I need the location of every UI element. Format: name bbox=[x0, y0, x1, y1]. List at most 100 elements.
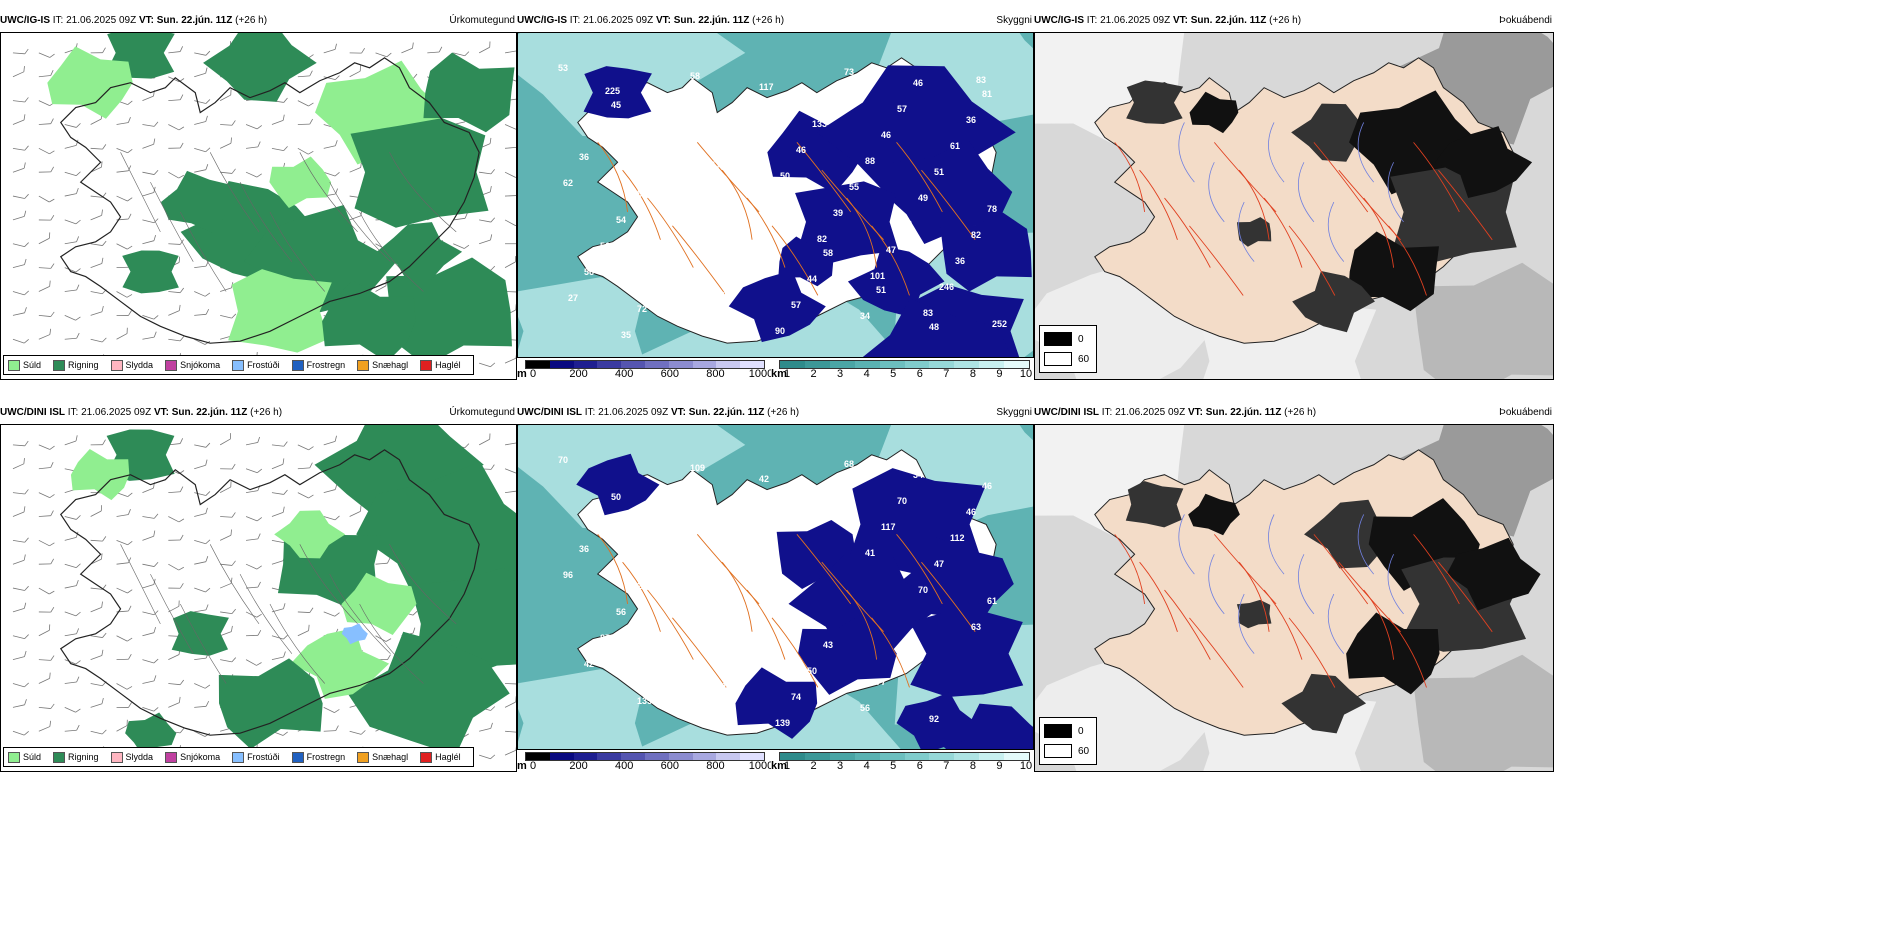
field-area bbox=[218, 658, 323, 750]
wind-barb bbox=[142, 530, 156, 541]
visibility-map[interactable]: 70 50 43 32 44 43 77 92 46 44 54 46 33 50 56 34 46 36 52 13… bbox=[517, 424, 1034, 750]
legend-item: Rigning bbox=[53, 359, 99, 371]
init-time: IT: 21.06.2025 09Z bbox=[1086, 15, 1171, 26]
legend-label: Frostúði bbox=[247, 360, 280, 370]
wind-barb bbox=[478, 41, 491, 54]
visibility-value-label: 45 bbox=[611, 100, 622, 110]
wind-barb bbox=[64, 531, 79, 541]
fog-legend: 0 60 bbox=[1039, 717, 1097, 765]
legend-label: 60 bbox=[1078, 353, 1090, 365]
visibility-value-label: 32 bbox=[717, 566, 728, 576]
legend-item: Frostregn bbox=[291, 359, 345, 371]
wind-barb bbox=[38, 328, 52, 340]
field-area bbox=[228, 269, 332, 353]
wind-barb bbox=[194, 99, 211, 104]
road-line bbox=[921, 169, 976, 240]
visibility-value-label: 45 bbox=[828, 485, 839, 495]
wind-barb bbox=[12, 162, 26, 173]
precip-map[interactable]: Súld Rigning Slydda Snjókoma Frostúði Frostre… bbox=[0, 32, 517, 380]
fog-index-map[interactable]: 0 60 bbox=[1034, 424, 1554, 772]
field-area bbox=[1281, 673, 1367, 734]
wind-barb bbox=[297, 444, 314, 451]
road-line bbox=[239, 574, 293, 654]
visibility-value-label: 42 bbox=[759, 474, 770, 484]
wind-barb bbox=[323, 707, 340, 713]
wind-barb bbox=[12, 458, 25, 470]
field-area bbox=[423, 52, 515, 133]
wind-barb bbox=[38, 444, 55, 450]
wind-barb bbox=[168, 336, 185, 342]
panel-title: Skyggni bbox=[996, 15, 1032, 26]
panel-title: Úrkomutegund bbox=[449, 407, 515, 418]
field-area bbox=[350, 118, 489, 228]
wind-barb bbox=[504, 50, 516, 54]
wind-barb bbox=[12, 338, 29, 344]
legend-label: Snjókoma bbox=[180, 752, 221, 762]
valid-time-label: VT: bbox=[670, 407, 686, 418]
visibility-value-label: 52 bbox=[632, 581, 643, 591]
colorbar-tick: 6 bbox=[916, 368, 923, 380]
wind-barb bbox=[323, 435, 337, 446]
legend-swatch bbox=[420, 359, 433, 371]
precip-map[interactable]: Súld Rigning Slydda Snjókoma Frostúði Frostre… bbox=[0, 424, 517, 772]
wind-barb bbox=[168, 142, 184, 149]
field-area bbox=[1412, 262, 1553, 379]
wind-barb bbox=[219, 433, 231, 446]
legend-swatch bbox=[1044, 332, 1072, 346]
visibility-value-label: 54 bbox=[812, 511, 823, 521]
road-line bbox=[647, 197, 694, 268]
wind-barb bbox=[220, 463, 236, 470]
wind-barb bbox=[323, 725, 339, 732]
valid-time-label: VT: bbox=[138, 15, 154, 26]
visibility-value-label: 77 bbox=[876, 677, 887, 687]
road-line bbox=[647, 589, 694, 660]
panel-title: Þokuábendi bbox=[1499, 15, 1552, 26]
visibility-value-label: 225 bbox=[605, 86, 621, 96]
init-time: IT: 21.06.2025 09Z bbox=[569, 15, 654, 26]
road-line bbox=[622, 561, 661, 632]
road-line bbox=[871, 225, 910, 296]
wind-barb bbox=[323, 611, 340, 617]
road-line bbox=[746, 197, 786, 268]
visibility-value-label: 43 bbox=[823, 640, 834, 650]
legend-item: Súld bbox=[8, 359, 42, 371]
wind-barb bbox=[116, 719, 128, 732]
wind-barb bbox=[38, 624, 51, 637]
wind-barb bbox=[38, 280, 51, 292]
river-line bbox=[1298, 162, 1315, 223]
colorbar-strip bbox=[525, 360, 765, 369]
visibility-value-label: 33 bbox=[754, 629, 765, 639]
init-time: IT: 21.06.2025 09Z bbox=[1101, 407, 1186, 418]
visibility-value-label: 80 bbox=[743, 108, 754, 118]
visibility-value-label: 139 bbox=[775, 718, 791, 728]
colorbar-tick: 4 bbox=[863, 760, 870, 772]
visibility-value-label: 46 bbox=[966, 507, 977, 517]
visibility-value-label: 50 bbox=[807, 666, 818, 676]
wind-barb bbox=[504, 696, 516, 708]
road-line bbox=[672, 617, 727, 688]
road-line bbox=[746, 589, 786, 660]
road-line bbox=[771, 617, 819, 688]
legend-label: Súld bbox=[23, 360, 42, 370]
fog-index-map[interactable]: 0 60 bbox=[1034, 32, 1554, 380]
field-area bbox=[909, 611, 1024, 697]
lead-time: (+26 h) bbox=[250, 407, 283, 418]
wind-barb bbox=[246, 630, 262, 637]
wind-barb bbox=[116, 147, 133, 154]
wind-barb bbox=[479, 754, 496, 760]
wind-barb bbox=[64, 315, 81, 321]
visibility-value-label: 246 bbox=[939, 282, 955, 292]
wind-barb bbox=[219, 137, 232, 149]
wind-barb bbox=[12, 48, 29, 55]
visibility-value-label: 63 bbox=[971, 622, 982, 632]
visibility-value-label: 56 bbox=[616, 607, 627, 617]
wind-barb bbox=[245, 611, 262, 618]
visibility-value-label: 135 bbox=[637, 696, 653, 706]
visibility-map[interactable]: 53 45 31 42 61 58 51 48 81 91 96 45 62 44 34 46 36 36 35 42… bbox=[517, 32, 1034, 358]
visibility-value-label: 35 bbox=[632, 189, 643, 199]
visibility-value-label: 61 bbox=[987, 596, 998, 606]
wind-barb bbox=[194, 556, 209, 565]
wind-barb bbox=[38, 52, 55, 58]
road-line bbox=[1164, 197, 1211, 268]
road-line bbox=[597, 142, 629, 212]
